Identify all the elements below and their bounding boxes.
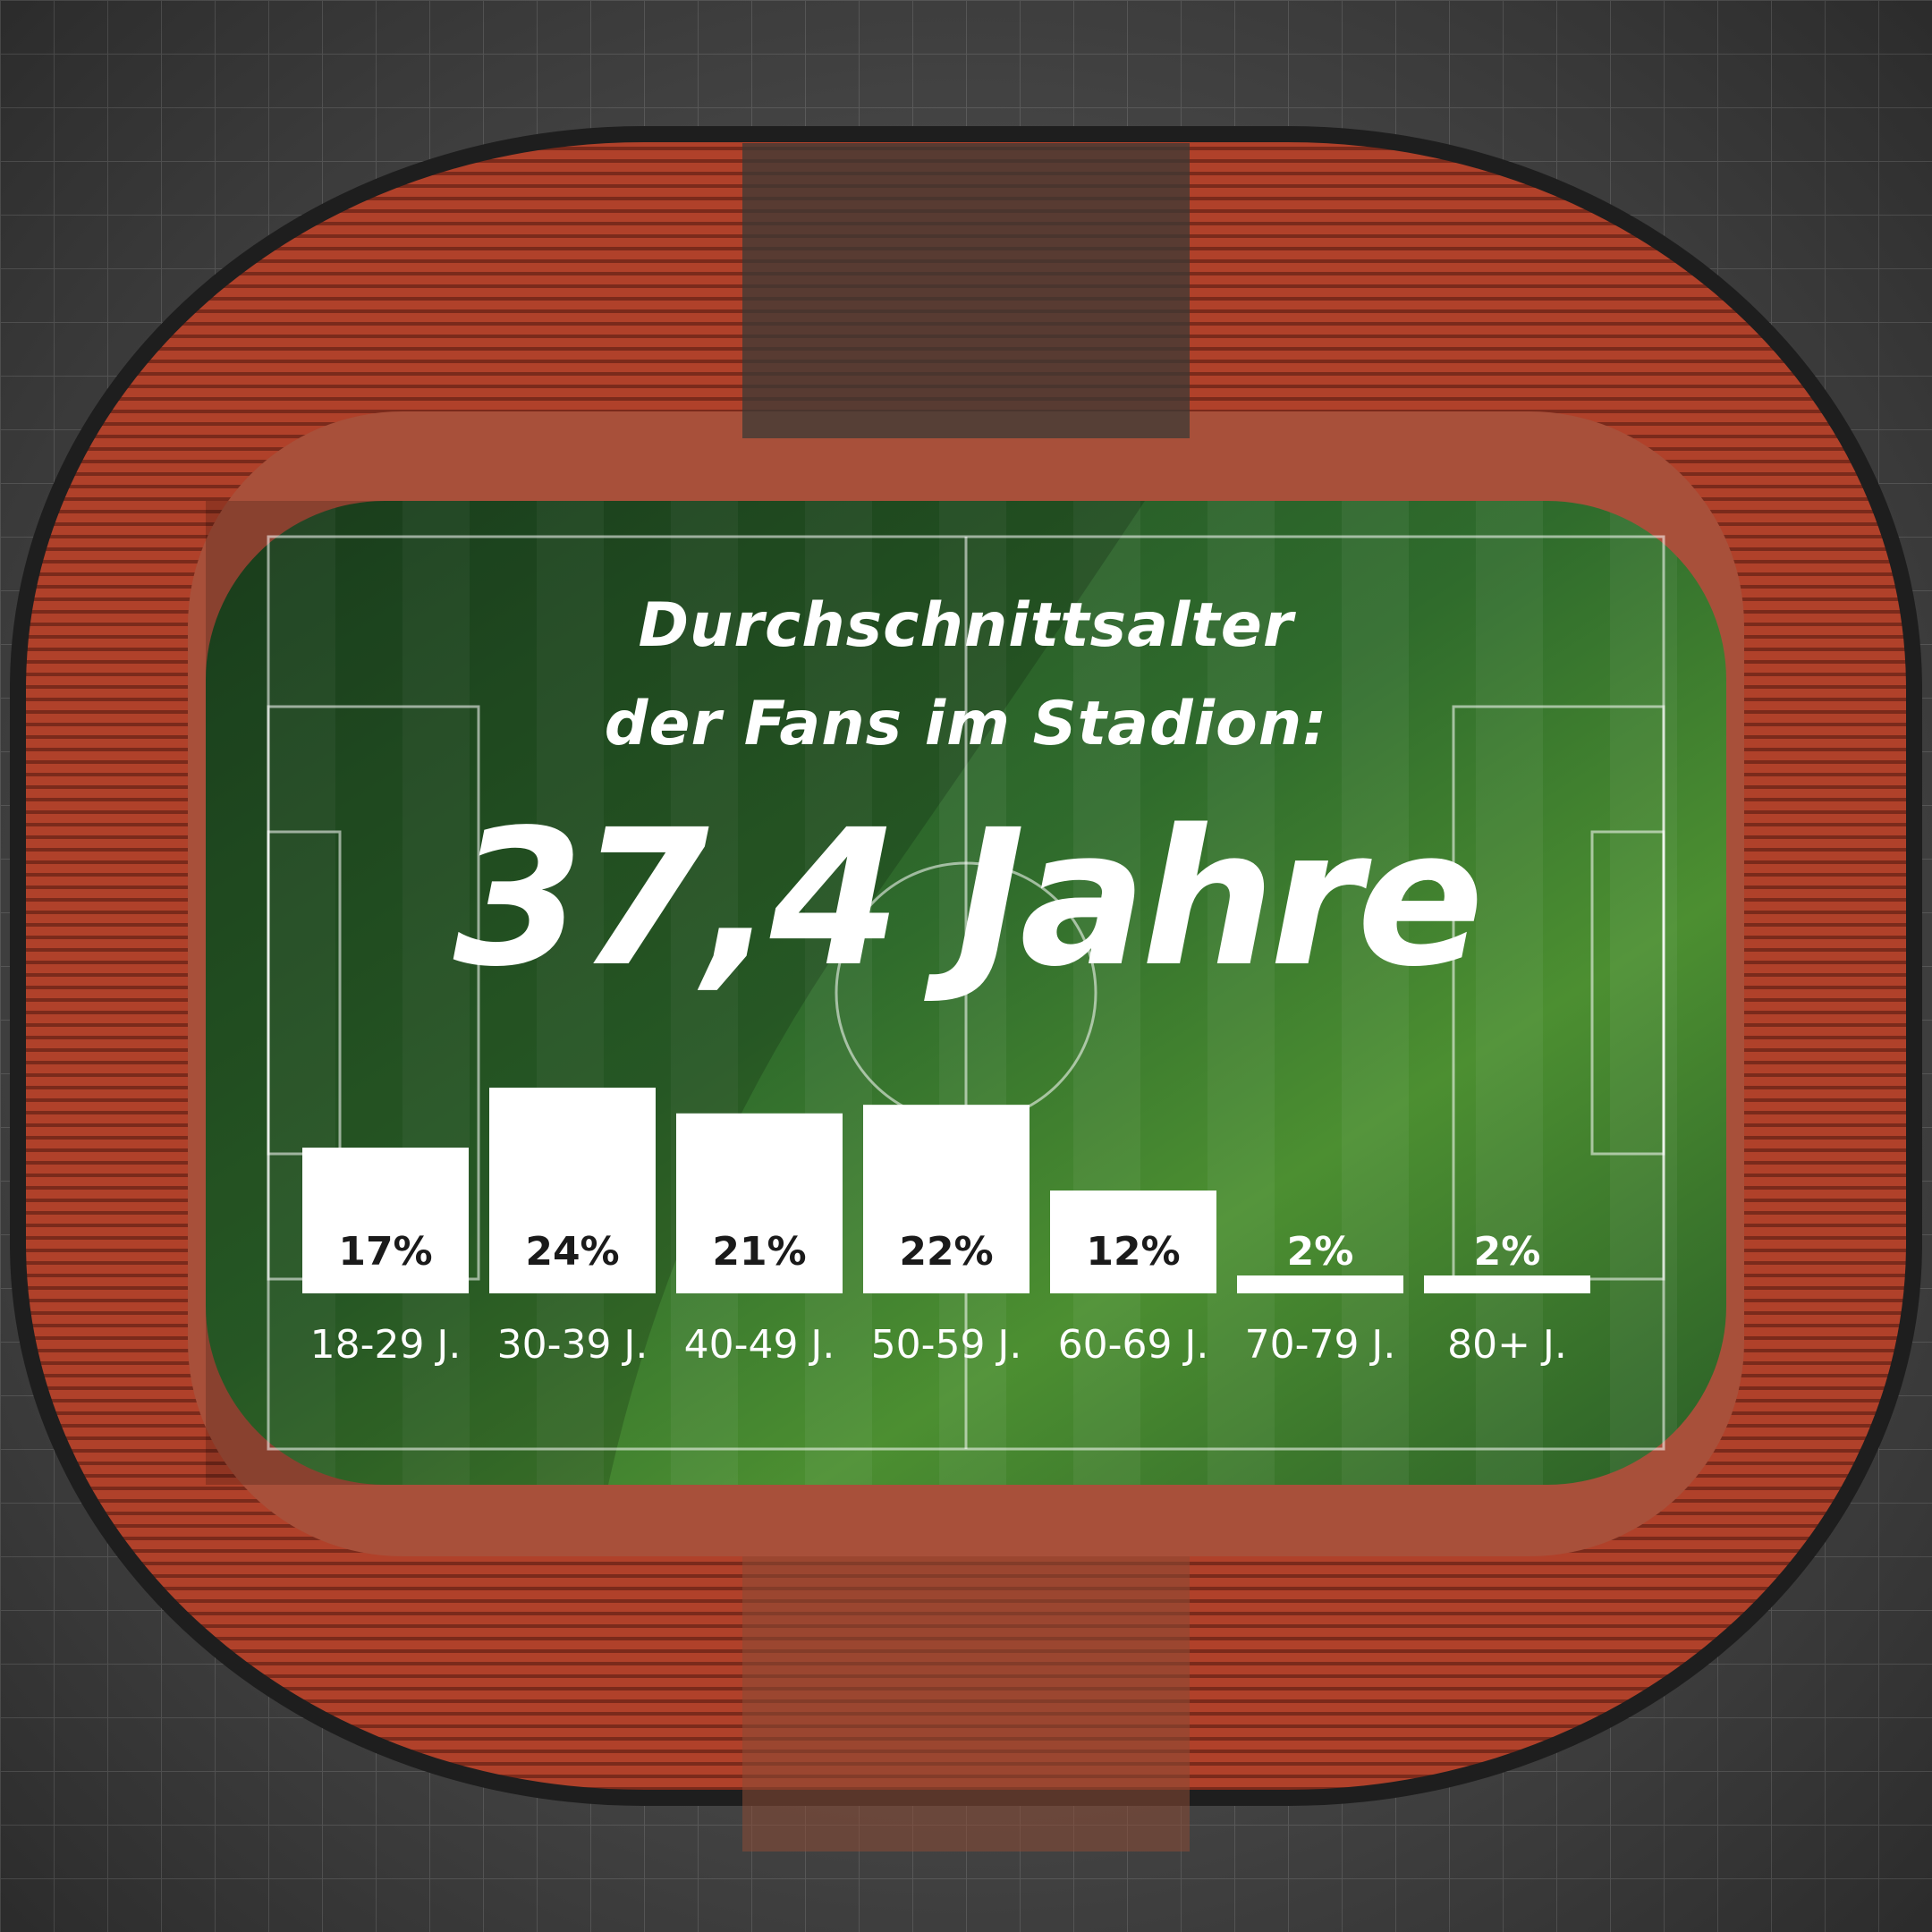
category-tick-label: 50-59 J. xyxy=(871,1322,1022,1368)
bar-value-label: 22% xyxy=(899,1229,993,1275)
category-tick-label: 40-49 J. xyxy=(684,1322,835,1368)
bar-18-29-j xyxy=(302,1148,469,1293)
average-age-value: 37,4 Jahre xyxy=(453,789,1485,1008)
bar-40-49-j xyxy=(676,1113,843,1293)
category-tick-label: 80+ J. xyxy=(1447,1322,1567,1368)
bar-value-label: 12% xyxy=(1086,1229,1180,1275)
chart-title-line-1: Durchschnittsalter xyxy=(638,590,1294,661)
bar-50-59-j xyxy=(863,1105,1030,1293)
bar-value-label: 2% xyxy=(1287,1229,1354,1275)
category-tick-label: 70-79 J. xyxy=(1245,1322,1396,1368)
bar-30-39-j xyxy=(489,1088,656,1293)
bar-value-label: 24% xyxy=(525,1229,619,1275)
bar-value-label: 21% xyxy=(712,1229,806,1275)
bar-80-j xyxy=(1424,1275,1590,1293)
category-tick-label: 18-29 J. xyxy=(310,1322,462,1368)
bar-70-79-j xyxy=(1237,1275,1403,1293)
category-tick-label: 60-69 J. xyxy=(1058,1322,1209,1368)
chart-title-line-2: der Fans im Stadion: xyxy=(604,689,1328,759)
bar-60-69-j xyxy=(1050,1191,1216,1293)
bar-value-label: 2% xyxy=(1474,1229,1541,1275)
bar-value-label: 17% xyxy=(338,1229,432,1275)
category-tick-label: 30-39 J. xyxy=(497,1322,648,1368)
